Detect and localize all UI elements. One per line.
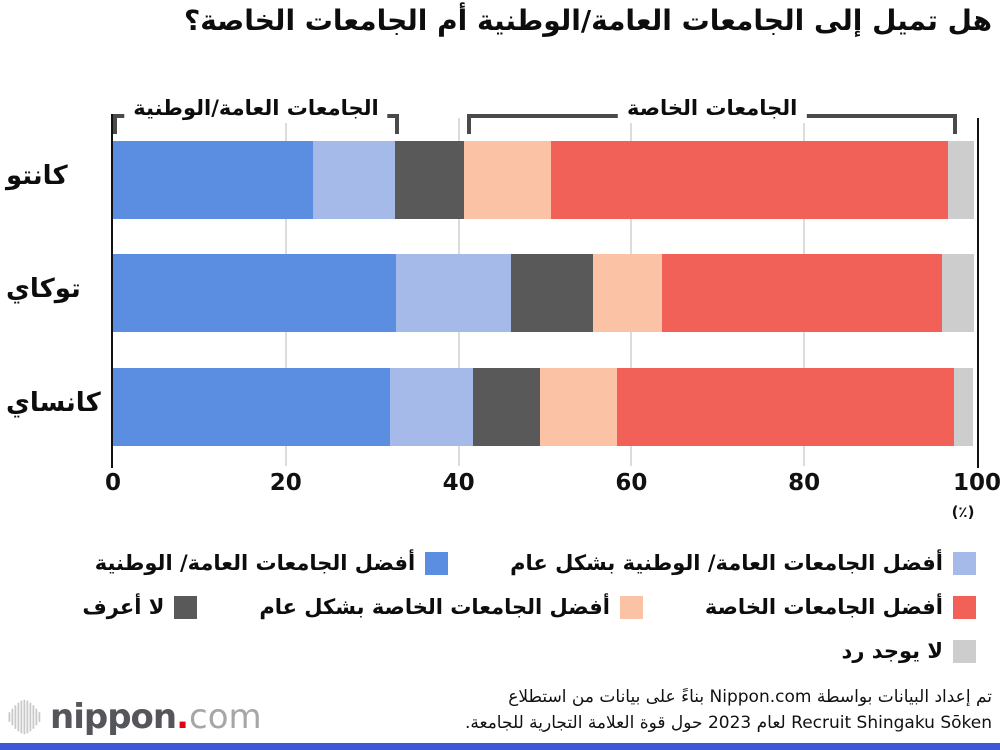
segment-dont-know-kansai xyxy=(473,368,540,446)
segment-public-best-tokai xyxy=(113,254,396,332)
segment-public-general-tokai xyxy=(395,254,512,332)
legend-label-dont-know: لا أعرف xyxy=(82,595,165,619)
segment-dont-know-tokai xyxy=(511,254,593,332)
segment-no-answer-kansai xyxy=(953,368,973,446)
segment-public-general-kansai xyxy=(390,368,474,446)
legend-row-1: أفضل الجامعات العامة/ الوطنية بشكل عام أف… xyxy=(0,551,1000,575)
x-tick-label-20: 20 xyxy=(269,470,302,496)
category-label-kanto: كانتو xyxy=(6,161,68,191)
segment-private-best-kansai xyxy=(616,368,954,446)
bracket-cap-private-start xyxy=(467,114,472,134)
legend-item-no-answer: لا يوجد رد xyxy=(842,639,976,663)
logo-word: nippon xyxy=(50,697,177,737)
x-tick-label-0: 0 xyxy=(104,470,122,496)
source-note: تم إعداد البيانات بواسطة Nippon.com بناء… xyxy=(465,684,992,736)
legend-label-public-general: أفضل الجامعات العامة/ الوطنية بشكل عام xyxy=(510,551,943,575)
segment-private-general-kansai xyxy=(539,368,617,446)
bracket-label-public: الجامعات العامة/الوطنية xyxy=(124,94,388,124)
x-tick-label-40: 40 xyxy=(442,470,475,496)
segment-private-general-tokai xyxy=(592,254,662,332)
logo-dot: . xyxy=(176,697,190,737)
legend-item-private-general: أفضل الجامعات الخاصة بشكل عام xyxy=(259,595,643,619)
legend-item-public-best: أفضل الجامعات العامة/ الوطنية xyxy=(94,551,449,575)
legend-label-private-general: أفضل الجامعات الخاصة بشكل عام xyxy=(259,595,610,619)
x-tick-label-80: 80 xyxy=(788,470,821,496)
x-tick-label-100: 100 xyxy=(952,470,1000,496)
legend: أفضل الجامعات العامة/ الوطنية بشكل عام أف… xyxy=(0,0,1000,663)
bracket-cap-public-start xyxy=(113,114,117,134)
x-tick-label-60: 60 xyxy=(615,470,648,496)
legend-label-public-best: أفضل الجامعات العامة/ الوطنية xyxy=(94,551,416,575)
nippon-logo: nippon. com xyxy=(8,692,262,742)
legend-item-public-general: أفضل الجامعات العامة/ الوطنية بشكل عام xyxy=(510,551,976,575)
chart-title: هل تميل إلى الجامعات العامة/الوطنية أم ا… xyxy=(183,4,992,37)
legend-label-no-answer: لا يوجد رد xyxy=(841,639,943,663)
legend-item-dont-know: لا أعرف xyxy=(82,595,198,619)
legend-row-2: أفضل الجامعات الخاصة أفضل الجامعات الخاصة… xyxy=(0,595,1000,619)
logo-tld: com xyxy=(189,697,262,737)
legend-swatch-public-best xyxy=(425,551,449,575)
segment-dont-know-kanto xyxy=(394,141,464,219)
category-label-kansai: كانساي xyxy=(6,388,101,418)
legend-row-3: لا يوجد رد xyxy=(0,639,1000,663)
brand-stripe xyxy=(0,743,1000,750)
segment-no-answer-tokai xyxy=(941,254,975,332)
axis-spine-right xyxy=(977,118,979,468)
bracket-cap-public-end xyxy=(394,114,399,134)
soundwave-logo-icon xyxy=(8,699,41,735)
category-label-tokai: توكاي xyxy=(6,274,81,304)
plot-area: الجامعات العامة/الوطنية الجامعات الخاصة كا… xyxy=(6,94,1000,521)
source-note-line2: Recruit Shingaku Sōken لعام 2023 حول قوة… xyxy=(464,713,992,733)
bracket-cap-private-end xyxy=(953,114,958,134)
segment-private-best-tokai xyxy=(661,254,942,332)
source-note-line1: تم إعداد البيانات بواسطة Nippon.com بناء… xyxy=(508,687,992,707)
segment-public-best-kansai xyxy=(113,368,391,446)
legend-swatch-private-best xyxy=(953,595,976,619)
legend-swatch-no-answer xyxy=(953,639,976,663)
bracket-label-private: الجامعات الخاصة xyxy=(617,94,807,124)
segment-private-best-kanto xyxy=(551,141,949,219)
segment-no-answer-kanto xyxy=(948,141,974,219)
segment-private-general-kanto xyxy=(463,141,552,219)
x-axis-unit: (٪) xyxy=(951,503,975,521)
legend-swatch-dont-know xyxy=(174,595,198,619)
legend-item-private-best: أفضل الجامعات الخاصة xyxy=(705,595,976,619)
legend-swatch-private-general xyxy=(619,595,643,619)
legend-label-private-best: أفضل الجامعات الخاصة xyxy=(704,595,943,619)
legend-swatch-public-general xyxy=(953,551,976,575)
axis-spine-left xyxy=(111,114,113,468)
segment-public-general-kanto xyxy=(313,141,395,219)
segment-public-best-kanto xyxy=(113,141,314,219)
